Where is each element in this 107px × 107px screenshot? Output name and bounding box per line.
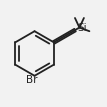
Text: Br: Br — [26, 75, 38, 85]
Text: Si: Si — [77, 23, 87, 33]
